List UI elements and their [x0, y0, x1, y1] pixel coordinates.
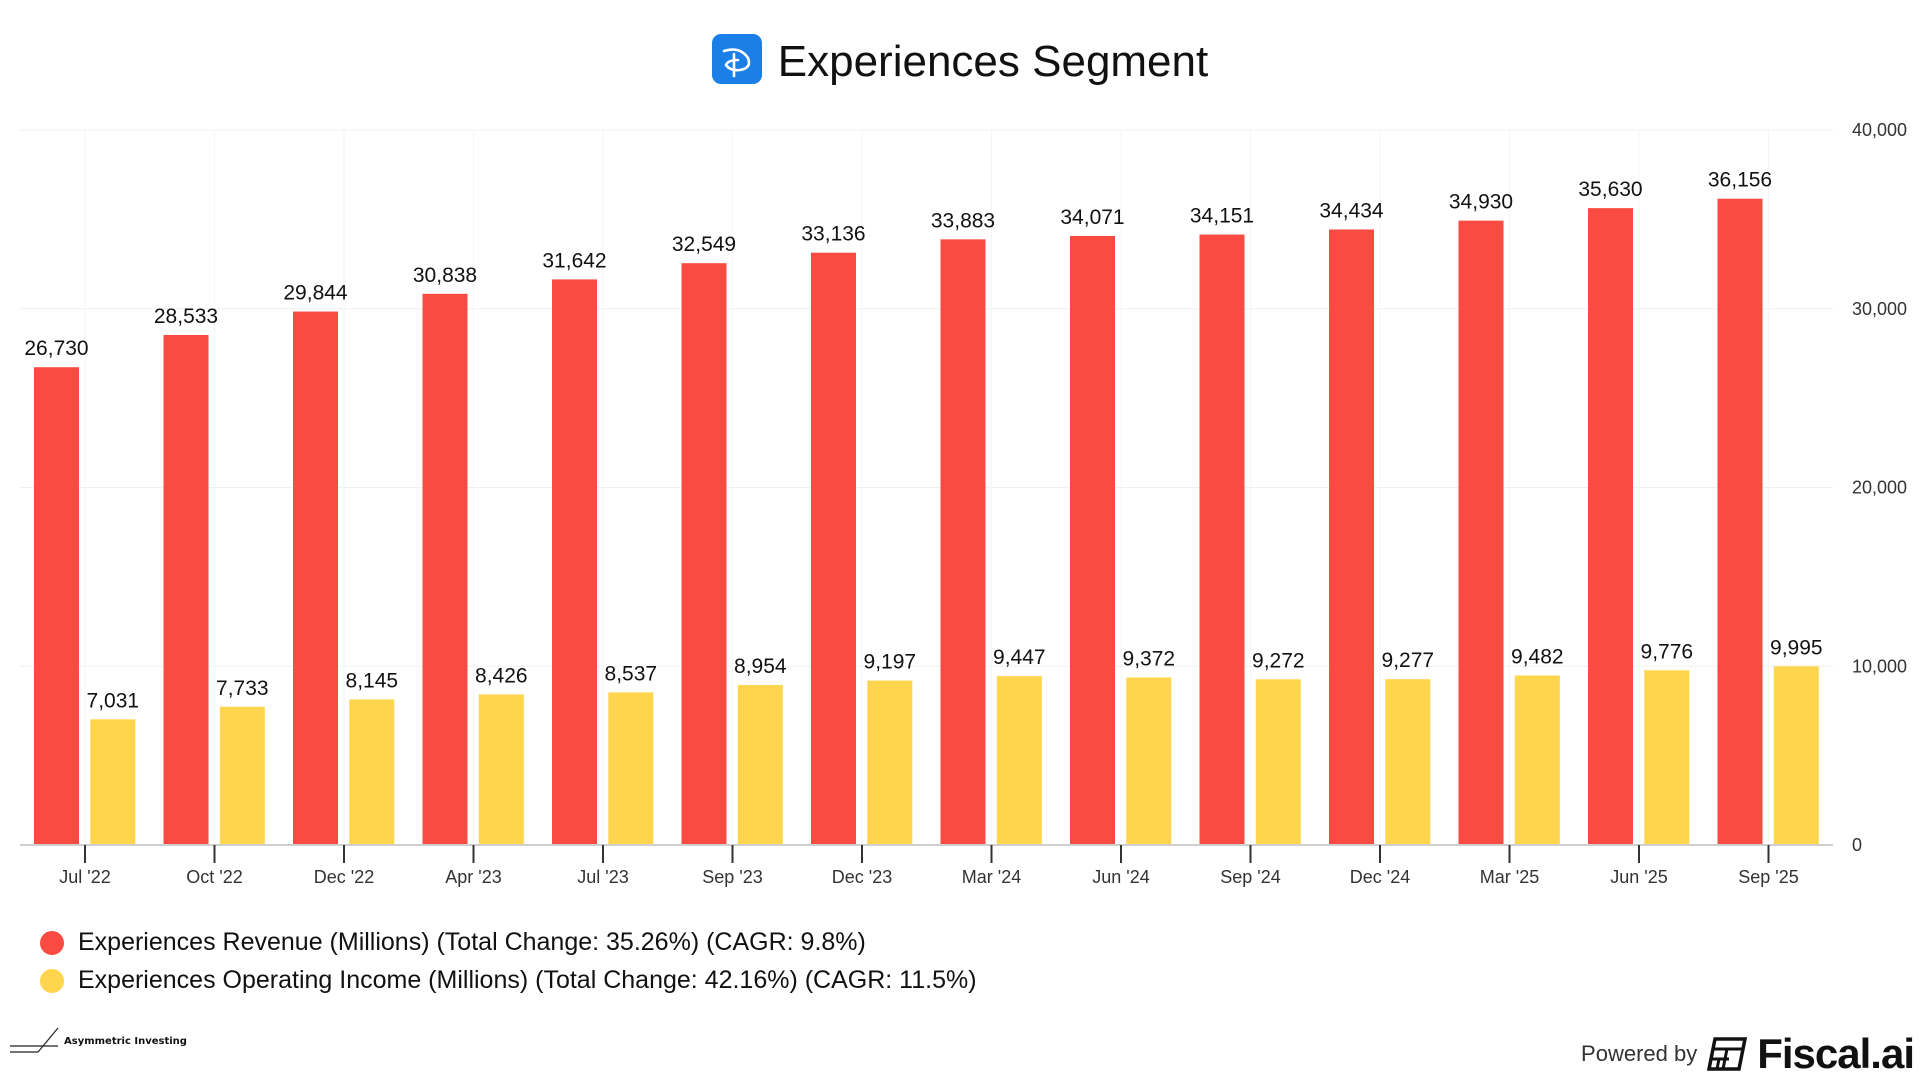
bar-operating-income — [1126, 677, 1172, 845]
bar-revenue — [940, 239, 986, 845]
data-label: 31,642 — [542, 249, 606, 272]
bar-operating-income — [219, 706, 265, 845]
x-tick-label: Mar '25 — [1480, 867, 1539, 887]
asymmetric-investing-mark-icon — [10, 1027, 59, 1053]
bar-operating-income — [90, 719, 136, 845]
bar-revenue — [1717, 198, 1763, 846]
x-tick-label: Oct '22 — [186, 867, 242, 887]
bar-operating-income — [1385, 679, 1431, 845]
bar-operating-income — [737, 684, 783, 845]
fiscal-ai-branding: Powered by Fiscal.ai — [1581, 1030, 1915, 1078]
legend-item-operating-income: Experiences Operating Income (Millions) … — [40, 966, 977, 995]
bar-revenue — [293, 311, 338, 845]
data-label: 8,537 — [605, 662, 658, 685]
powered-by-text: Powered by — [1581, 1041, 1698, 1066]
data-label: 29,844 — [283, 282, 348, 305]
data-label: 9,482 — [1511, 646, 1564, 669]
data-label: 8,954 — [734, 655, 787, 678]
bar-operating-income — [867, 680, 913, 845]
asymmetric-investing-text: Asymmetric Investing — [64, 1035, 187, 1047]
y-tick-label: 10,000 — [1852, 656, 1907, 676]
x-tick-label: Jul '23 — [577, 867, 628, 887]
fiscal-ai-logo-icon — [1707, 1037, 1748, 1071]
bar-operating-income — [478, 694, 524, 845]
y-tick-label: 40,000 — [1852, 120, 1907, 140]
x-tick-label: Dec '22 — [314, 867, 374, 887]
data-label: 32,549 — [672, 233, 736, 256]
data-label: 35,630 — [1578, 178, 1642, 201]
asymmetric-investing-logo: Asymmetric Investing — [8, 1026, 187, 1056]
x-tick-label: Jun '24 — [1092, 867, 1149, 887]
data-label: 34,151 — [1190, 205, 1254, 228]
chart-title: Experiences Segment — [777, 36, 1209, 86]
bar-revenue — [34, 367, 79, 845]
legend-swatch-operating-income — [40, 968, 64, 993]
x-tick-label: Jul '22 — [59, 867, 110, 887]
legend-label-operating-income: Experiences Operating Income (Millions) … — [78, 966, 977, 994]
chart-header: Experiences Segment — [0, 34, 1920, 89]
bar-operating-income — [1514, 675, 1560, 845]
x-tick-label: Dec '23 — [832, 867, 892, 887]
legend-item-revenue: Experiences Revenue (Millions) (Total Ch… — [40, 928, 866, 957]
data-label: 9,372 — [1123, 647, 1176, 670]
legend-swatch-revenue — [40, 930, 64, 955]
data-label: 9,197 — [864, 651, 917, 674]
data-label: 9,776 — [1641, 640, 1694, 663]
bar-operating-income — [349, 699, 395, 845]
bar-revenue — [681, 263, 727, 845]
x-tick-label: Sep '24 — [1220, 867, 1281, 887]
x-tick-label: Apr '23 — [445, 867, 501, 887]
bar-operating-income — [996, 676, 1042, 845]
data-label: 8,145 — [346, 669, 399, 692]
bar-operating-income — [1644, 670, 1690, 845]
bar-revenue — [163, 334, 209, 845]
data-label: 28,533 — [154, 305, 218, 328]
bar-revenue — [1199, 234, 1245, 845]
data-label: 36,156 — [1708, 169, 1772, 192]
y-tick-label: 0 — [1852, 835, 1862, 855]
y-tick-label: 20,000 — [1852, 478, 1907, 498]
data-label: 34,434 — [1319, 199, 1384, 222]
bar-revenue — [811, 252, 856, 846]
bar-revenue — [1329, 229, 1374, 845]
bar-operating-income — [1255, 679, 1301, 845]
data-label: 9,272 — [1252, 649, 1305, 672]
data-label: 9,447 — [993, 646, 1046, 669]
bar-operating-income — [1773, 666, 1819, 845]
x-tick-label: Jun '25 — [1610, 867, 1667, 887]
data-label: 8,426 — [475, 664, 528, 687]
data-label: 7,733 — [216, 677, 269, 700]
bar-revenue — [1070, 235, 1115, 845]
data-label: 30,838 — [413, 264, 477, 287]
data-label: 33,136 — [801, 223, 865, 246]
disney-d-icon — [711, 34, 762, 89]
x-tick-label: Mar '24 — [962, 867, 1021, 887]
bar-revenue — [552, 279, 597, 845]
bar-revenue — [422, 293, 468, 845]
x-tick-label: Dec '24 — [1350, 867, 1410, 887]
data-label: 34,071 — [1060, 206, 1124, 229]
x-tick-label: Sep '23 — [702, 867, 763, 887]
y-tick-label: 30,000 — [1852, 299, 1907, 319]
bar-operating-income — [608, 692, 654, 845]
bar-revenue — [1458, 220, 1504, 846]
data-label: 33,883 — [931, 209, 995, 232]
data-label: 7,031 — [87, 689, 140, 712]
bar-revenue — [1588, 208, 1633, 845]
fiscal-ai-text: Fiscal.ai — [1757, 1030, 1915, 1077]
data-label: 26,730 — [24, 337, 88, 360]
data-label: 9,995 — [1770, 636, 1823, 659]
data-label: 9,277 — [1382, 649, 1435, 672]
bar-chart: 0 10,000 20,000 30,000 40,000 26,730 28,533 29,… — [20, 120, 1907, 887]
x-tick-label: Sep '25 — [1738, 867, 1799, 887]
data-label: 34,930 — [1449, 191, 1513, 214]
legend-label-revenue: Experiences Revenue (Millions) (Total Ch… — [78, 928, 866, 956]
